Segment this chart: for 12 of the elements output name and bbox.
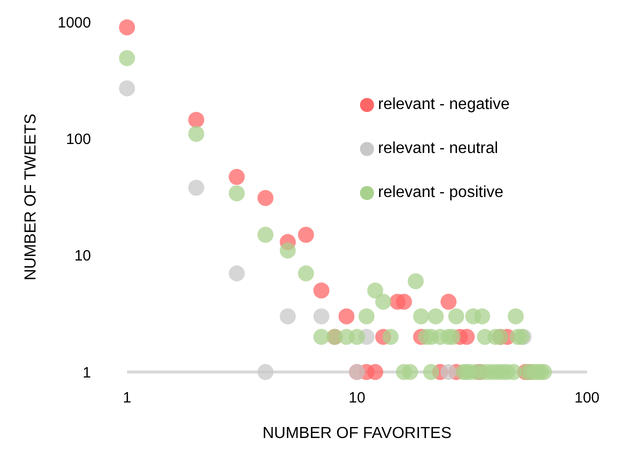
legend-label: relevant - positive — [378, 184, 504, 201]
legend-label: relevant - neutral — [378, 140, 498, 157]
y-tick-label: 1000 — [58, 14, 91, 32]
y-axis-title: NUMBER OF TWEETS — [22, 114, 40, 280]
y-tick-label: 100 — [66, 130, 91, 148]
x-tick-label: 10 — [348, 390, 366, 407]
x-tick-label: 1 — [122, 390, 132, 407]
x-axis-title: NUMBER OF FAVORITES — [262, 425, 452, 442]
y-tick-label: 10 — [74, 248, 91, 265]
y-tick-label: 1 — [82, 364, 91, 382]
legend-label: relevant - negative — [378, 96, 510, 113]
x-tick-label: 100 — [574, 390, 600, 407]
